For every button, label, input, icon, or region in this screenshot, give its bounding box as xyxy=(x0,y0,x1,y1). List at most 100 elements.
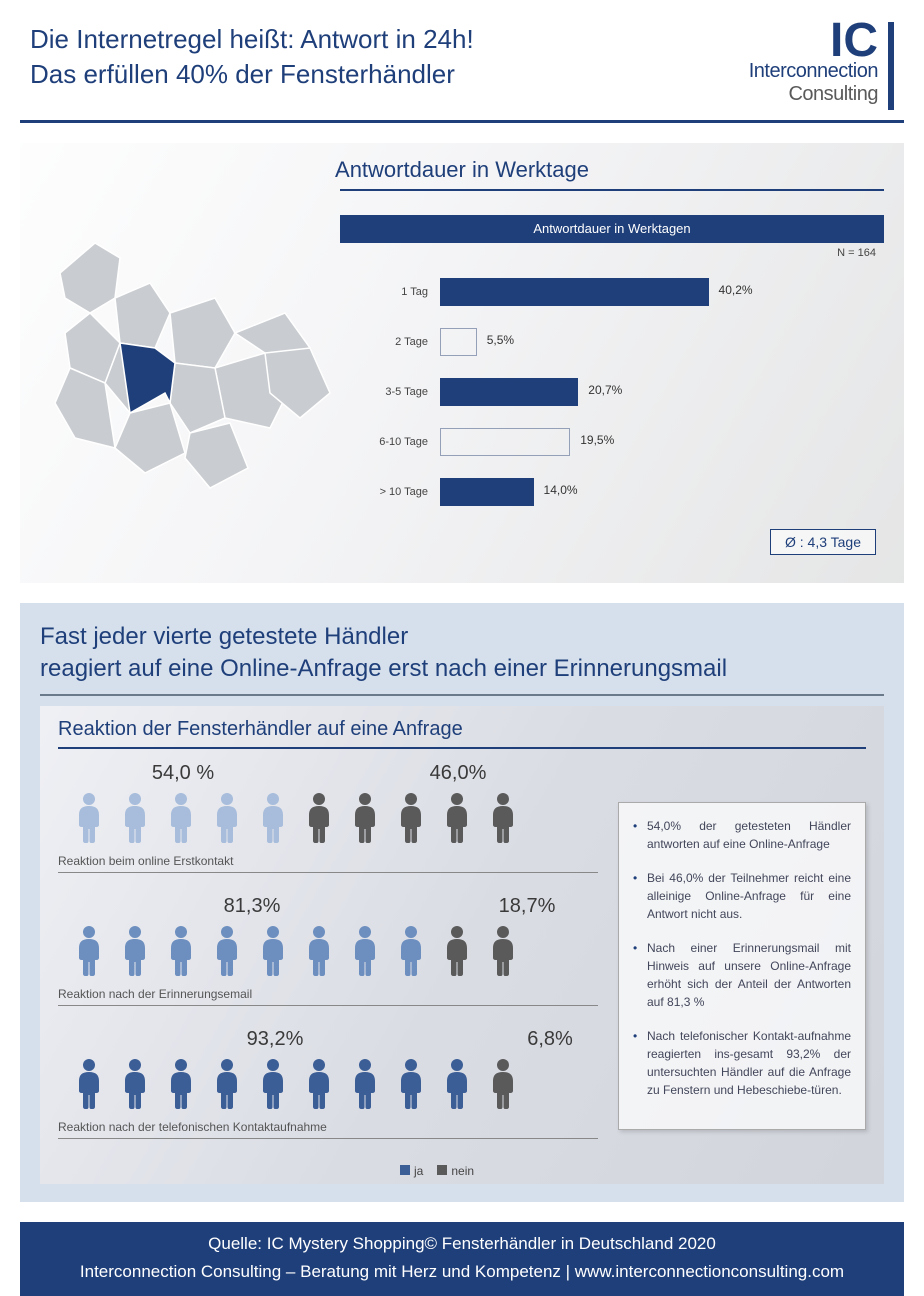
value-nein: 18,7% xyxy=(436,895,618,918)
logo-pipe-icon xyxy=(888,22,894,110)
person-icon xyxy=(206,1057,248,1109)
value-ja: 81,3% xyxy=(68,895,436,918)
bar-value: 20,7% xyxy=(588,383,622,397)
bar-track: 19,5% xyxy=(440,428,774,456)
reaction-card-divider xyxy=(58,747,866,749)
pictogram-caption: Reaktion beim online Erstkontakt xyxy=(58,854,598,873)
person-icon xyxy=(436,924,478,976)
logo: IC Interconnection Consulting xyxy=(749,22,894,110)
person-icon-wrap xyxy=(344,1057,386,1114)
bullet-box: 54,0% der getesteten Händler antworten a… xyxy=(618,802,866,1130)
reaction-card: Reaktion der Fensterhändler auf eine Anf… xyxy=(40,706,884,1184)
person-icon xyxy=(68,791,110,843)
logo-ic-icon: IC xyxy=(830,22,878,60)
person-icon-wrap xyxy=(390,924,432,981)
bar-value: 5,5% xyxy=(487,333,514,347)
footer-tagline: Interconnection Consulting – Beratung mi… xyxy=(30,1262,894,1282)
bar-row: 1 Tag 40,2% xyxy=(340,273,774,311)
person-icon xyxy=(252,791,294,843)
person-icon xyxy=(298,924,340,976)
person-icon-wrap xyxy=(482,924,524,981)
person-icon-wrap xyxy=(114,1057,156,1114)
chart-n-label: N = 164 xyxy=(837,247,876,259)
bar-value: 19,5% xyxy=(580,433,614,447)
person-icon xyxy=(344,791,386,843)
bar-value: 40,2% xyxy=(719,283,753,297)
pictogram-legend: ja nein xyxy=(400,1164,474,1178)
person-icon xyxy=(114,1057,156,1109)
pictogram-row: 93,2%6,8%Reaktion nach der telefonischen… xyxy=(58,1028,618,1139)
logo-text: IC Interconnection Consulting xyxy=(749,22,878,106)
page-title: Die Internetregel heißt: Antwort in 24h!… xyxy=(30,22,474,92)
person-icon-wrap xyxy=(436,1057,478,1114)
reaction-card-title: Reaktion der Fensterhändler auf eine Anf… xyxy=(40,706,884,747)
person-icon xyxy=(252,924,294,976)
bullet-item: 54,0% der getesteten Händler antworten a… xyxy=(633,817,851,853)
average-badge: Ø : 4,3 Tage xyxy=(770,529,876,555)
legend-ja: ja xyxy=(400,1164,423,1178)
bar-fill xyxy=(440,378,578,406)
header: Die Internetregel heißt: Antwort in 24h!… xyxy=(0,0,924,110)
person-icon xyxy=(390,924,432,976)
pictogram-icons xyxy=(58,1057,618,1114)
bar-row: 2 Tage 5,5% xyxy=(340,323,774,361)
person-icon xyxy=(390,1057,432,1109)
person-icon-wrap xyxy=(206,1057,248,1114)
section2-headline-1: Fast jeder vierte getestete Händler xyxy=(40,621,884,653)
person-icon xyxy=(114,791,156,843)
person-icon xyxy=(482,1057,524,1109)
pictogram-icons xyxy=(58,924,618,981)
person-icon xyxy=(482,924,524,976)
bullet-item: Nach telefonischer Kontakt-aufnahme reag… xyxy=(633,1027,851,1099)
value-nein: 6,8% xyxy=(482,1028,618,1051)
europe-map-icon xyxy=(20,203,340,543)
section2-divider xyxy=(40,694,884,696)
person-icon-wrap xyxy=(68,1057,110,1114)
pictogram-values: 93,2%6,8% xyxy=(58,1028,618,1051)
bar-track: 5,5% xyxy=(440,328,774,356)
bar-label: 2 Tage xyxy=(340,336,440,348)
logo-name-2: Consulting xyxy=(749,83,878,106)
person-icon xyxy=(114,924,156,976)
legend-ja-swatch-icon xyxy=(400,1165,410,1175)
person-icon-wrap xyxy=(252,791,294,848)
section2-headline-2: reagiert auf eine Online-Anfrage erst na… xyxy=(40,653,884,685)
person-icon-wrap xyxy=(436,924,478,981)
title-line-2: Das erfüllen 40% der Fensterhändler xyxy=(30,57,474,92)
section-response-time: Antwortdauer in Werktage Antwortdauer in… xyxy=(20,143,904,583)
person-icon-wrap xyxy=(344,791,386,848)
pictogram-values: 54,0 %46,0% xyxy=(58,762,618,785)
person-icon-wrap xyxy=(160,924,202,981)
bar-value: 14,0% xyxy=(544,483,578,497)
person-icon-wrap xyxy=(298,1057,340,1114)
bar-row: 3-5 Tage20,7% xyxy=(340,373,774,411)
person-icon xyxy=(160,1057,202,1109)
person-icon-wrap xyxy=(482,791,524,848)
bar-label: 6-10 Tage xyxy=(340,436,440,448)
value-ja: 93,2% xyxy=(68,1028,482,1051)
bar-fill xyxy=(440,478,534,506)
person-icon-wrap xyxy=(68,924,110,981)
pictogram-values: 81,3%18,7% xyxy=(58,895,618,918)
person-icon xyxy=(298,791,340,843)
bar-track: 14,0% xyxy=(440,478,774,506)
person-icon-wrap xyxy=(298,791,340,848)
bar-fill xyxy=(440,328,477,356)
person-icon-wrap xyxy=(206,924,248,981)
bar-label: 1 Tag xyxy=(340,286,440,298)
person-icon-wrap xyxy=(160,791,202,848)
person-icon xyxy=(344,924,386,976)
section-reaction: Fast jeder vierte getestete Händler reag… xyxy=(20,603,904,1202)
response-time-bars: 1 Tag 40,2% 2 Tage 5,5% 3-5 Tage20,7% 6-10 Ta… xyxy=(340,273,774,523)
person-icon-wrap xyxy=(390,791,432,848)
person-icon xyxy=(206,791,248,843)
pictogram-area: 54,0 %46,0% Reaktion beim online Erstkont… xyxy=(58,762,618,1161)
person-icon-wrap xyxy=(344,924,386,981)
pictogram-row: 54,0 %46,0% Reaktion beim online Erstkont… xyxy=(58,762,618,873)
person-icon-wrap xyxy=(298,924,340,981)
bar-fill xyxy=(440,428,570,456)
person-icon xyxy=(160,924,202,976)
person-icon xyxy=(68,924,110,976)
footer: Quelle: IC Mystery Shopping© Fensterhänd… xyxy=(20,1222,904,1296)
pictogram-caption: Reaktion nach der Erinnerungsemail xyxy=(58,987,598,1006)
